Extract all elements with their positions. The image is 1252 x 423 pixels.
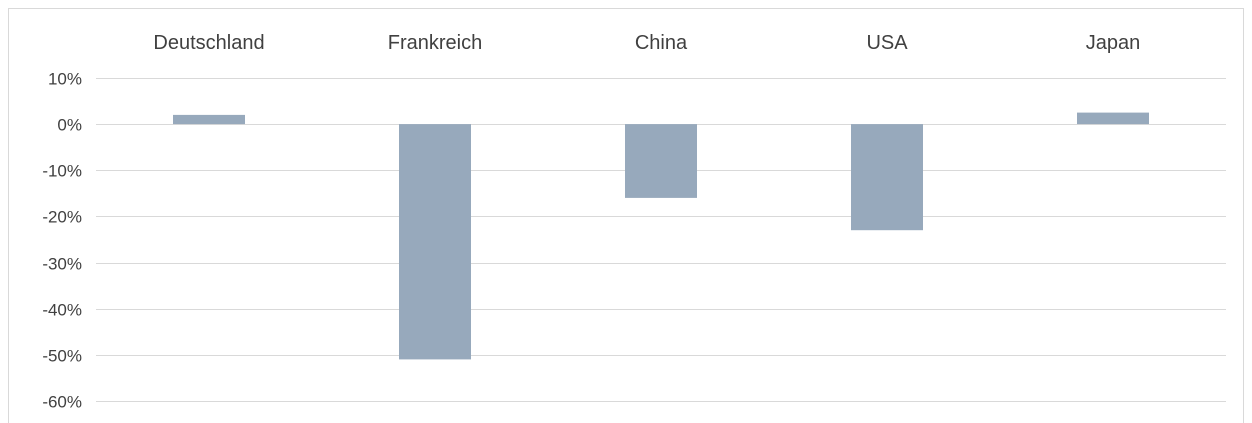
y-tick-label: -60% [42,393,82,412]
y-tick-label: -40% [42,301,82,320]
category-label-frankreich: Frankreich [388,32,482,54]
y-tick-label: 0% [57,116,82,135]
category-label-deutschland: Deutschland [153,32,264,54]
y-tick-label: -30% [42,255,82,274]
bar-frankreich [399,124,471,360]
gridlines [96,78,1226,402]
category-label-japan: Japan [1086,32,1141,54]
bar-usa [851,124,923,231]
bar-deutschland [173,114,245,125]
y-axis-tick-labels: 10% 0% -10% -20% -30% -40% -50% -60% [42,70,82,412]
y-tick-label: 10% [48,70,82,89]
category-labels: Deutschland Frankreich China USA Japan [153,32,1140,54]
y-tick-label: -20% [42,208,82,227]
y-tick-label: -50% [42,347,82,366]
chart-frame [8,8,1244,423]
category-label-china: China [635,32,688,54]
bars [173,112,1149,360]
y-tick-label: -10% [42,162,82,181]
bar-japan [1077,112,1149,125]
bar-china [625,124,697,198]
category-label-usa: USA [866,32,908,54]
